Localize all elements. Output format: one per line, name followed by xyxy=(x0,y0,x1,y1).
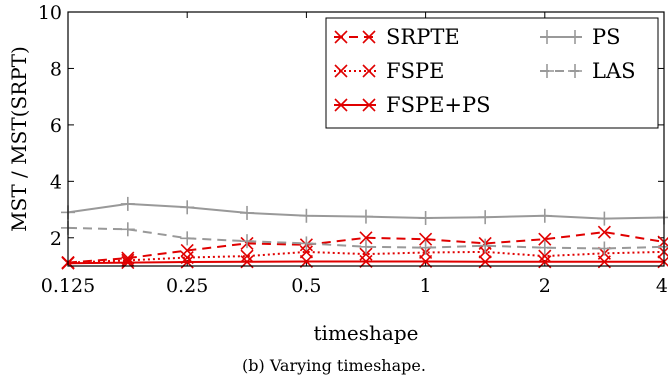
axis-ticks: 0.125 0.25 0.5 1 2 4 2 4 6 8 10 xyxy=(38,2,668,297)
y-tick-label: 10 xyxy=(38,2,62,24)
data-point-las xyxy=(597,241,612,256)
data-point-srpte xyxy=(419,232,433,246)
data-point-ps xyxy=(657,210,668,225)
legend-marker-fspe-ps xyxy=(362,98,376,112)
legend-entry-ps: PS xyxy=(540,25,621,49)
data-point-las xyxy=(120,222,135,237)
legend-entry-fspe-ps: FSPE+PS xyxy=(334,93,491,117)
y-tick-label: 6 xyxy=(50,115,62,137)
data-point-ps xyxy=(299,208,314,223)
legend-entry-fspe: FSPE xyxy=(334,59,444,83)
data-point-fspe xyxy=(240,249,254,263)
data-point-las xyxy=(537,240,552,255)
series-fspe xyxy=(61,245,668,270)
data-point-ps xyxy=(597,211,612,226)
legend-marker-fspe xyxy=(334,64,348,78)
series-fspe-ps xyxy=(61,254,668,270)
data-point-ps xyxy=(418,211,433,226)
x-tick-label: 0.125 xyxy=(41,275,95,297)
data-point-fspe-ps xyxy=(121,256,135,270)
legend: SRPTE FSPE FSPE+PS PS LAS xyxy=(325,17,659,129)
data-point-las xyxy=(478,238,493,253)
legend-marker-ps xyxy=(568,30,582,44)
y-tick-label: 4 xyxy=(50,171,62,193)
legend-label-srpte: SRPTE xyxy=(386,25,460,49)
legend-label-fspe: FSPE xyxy=(386,59,444,83)
data-point-srpte xyxy=(597,225,611,239)
series-las xyxy=(61,220,668,256)
data-point-fspe xyxy=(538,249,552,263)
data-point-ps xyxy=(478,210,493,225)
legend-marker-fspe xyxy=(362,64,376,78)
plot-frame xyxy=(67,11,665,267)
data-point-ps xyxy=(358,209,373,224)
x-tick-label: 0.25 xyxy=(166,275,208,297)
legend-marker-srpte xyxy=(362,30,376,44)
data-point-ps xyxy=(120,196,135,211)
legend-label-las: LAS xyxy=(592,59,636,83)
x-tick-label: 2 xyxy=(539,275,551,297)
legend-box xyxy=(325,17,659,129)
series-ps xyxy=(61,196,668,226)
y-axis-label: MST / MST(SRPT) xyxy=(7,46,31,232)
x-tick-label: 1 xyxy=(420,275,432,297)
series-line-srpte xyxy=(67,231,665,264)
data-point-srpte xyxy=(538,232,552,246)
y-tick-label: 2 xyxy=(50,228,62,250)
data-point-las xyxy=(299,236,314,251)
data-point-ps xyxy=(537,208,552,223)
series-line-las xyxy=(67,226,665,250)
data-point-las xyxy=(358,239,373,254)
y-tick-label: 8 xyxy=(50,58,62,80)
x-tick-label: 0.5 xyxy=(291,275,321,297)
data-point-fspe xyxy=(299,245,313,259)
legend-entry-las: LAS xyxy=(540,59,636,83)
legend-label-fspe-ps: FSPE+PS xyxy=(386,93,491,117)
series-group xyxy=(61,196,668,270)
x-axis-label: timeshape xyxy=(314,321,419,345)
data-point-ps xyxy=(180,200,195,215)
legend-marker-ps xyxy=(540,30,554,44)
legend-label-ps: PS xyxy=(592,25,621,49)
data-point-ps xyxy=(240,205,255,220)
data-point-fspe xyxy=(121,253,135,267)
chart: 0.125 0.25 0.5 1 2 4 2 4 6 8 10 timeshape MST / MS… xyxy=(7,2,668,345)
legend-entry-srpte: SRPTE xyxy=(334,25,460,49)
figure-caption: (b) Varying timeshape. xyxy=(242,356,426,375)
data-point-srpte xyxy=(359,231,373,245)
legend-marker-fspe-ps xyxy=(334,98,348,112)
legend-marker-srpte xyxy=(334,30,348,44)
data-point-las xyxy=(240,234,255,249)
data-point-las xyxy=(180,231,195,246)
data-point-las xyxy=(418,240,433,255)
legend-marker-las xyxy=(568,64,582,78)
x-tick-label: 4 xyxy=(656,275,668,297)
legend-marker-las xyxy=(540,64,554,78)
